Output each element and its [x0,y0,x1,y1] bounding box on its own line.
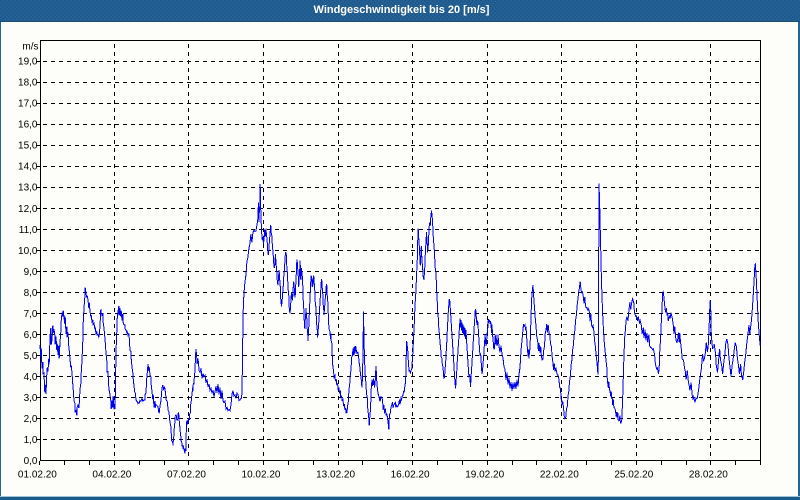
svg-text:16,0: 16,0 [18,120,38,131]
svg-text:10,0: 10,0 [18,246,38,257]
svg-text:18,0: 18,0 [18,78,38,89]
svg-text:04.02.20: 04.02.20 [92,470,131,481]
svg-text:2,0: 2,0 [24,414,38,425]
svg-text:8,0: 8,0 [24,288,38,299]
svg-text:10.02.20: 10.02.20 [242,470,281,481]
svg-text:14,0: 14,0 [18,162,38,173]
svg-text:4,0: 4,0 [24,372,38,383]
svg-text:6,0: 6,0 [24,330,38,341]
svg-text:7,0: 7,0 [24,309,38,320]
svg-text:19,0: 19,0 [18,57,38,68]
svg-text:12,0: 12,0 [18,204,38,215]
svg-text:22.02.20: 22.02.20 [540,470,579,481]
svg-text:19.02.20: 19.02.20 [465,470,504,481]
svg-text:3,0: 3,0 [24,393,38,404]
svg-text:11,0: 11,0 [19,225,38,236]
svg-text:0,0: 0,0 [24,456,38,467]
svg-text:07.02.20: 07.02.20 [167,470,206,481]
svg-text:16.02.20: 16.02.20 [391,470,430,481]
svg-text:25.02.20: 25.02.20 [614,470,653,481]
svg-text:5,0: 5,0 [24,351,38,362]
svg-text:13.02.20: 13.02.20 [316,470,355,481]
svg-text:1,0: 1,0 [24,435,38,446]
svg-text:m/s: m/s [22,42,38,53]
svg-text:28.02.20: 28.02.20 [689,470,728,481]
svg-text:15,0: 15,0 [18,141,38,152]
svg-text:13,0: 13,0 [18,183,38,194]
svg-text:9,0: 9,0 [24,267,38,278]
svg-text:01.02.20: 01.02.20 [18,470,57,481]
svg-text:17,0: 17,0 [18,99,38,110]
